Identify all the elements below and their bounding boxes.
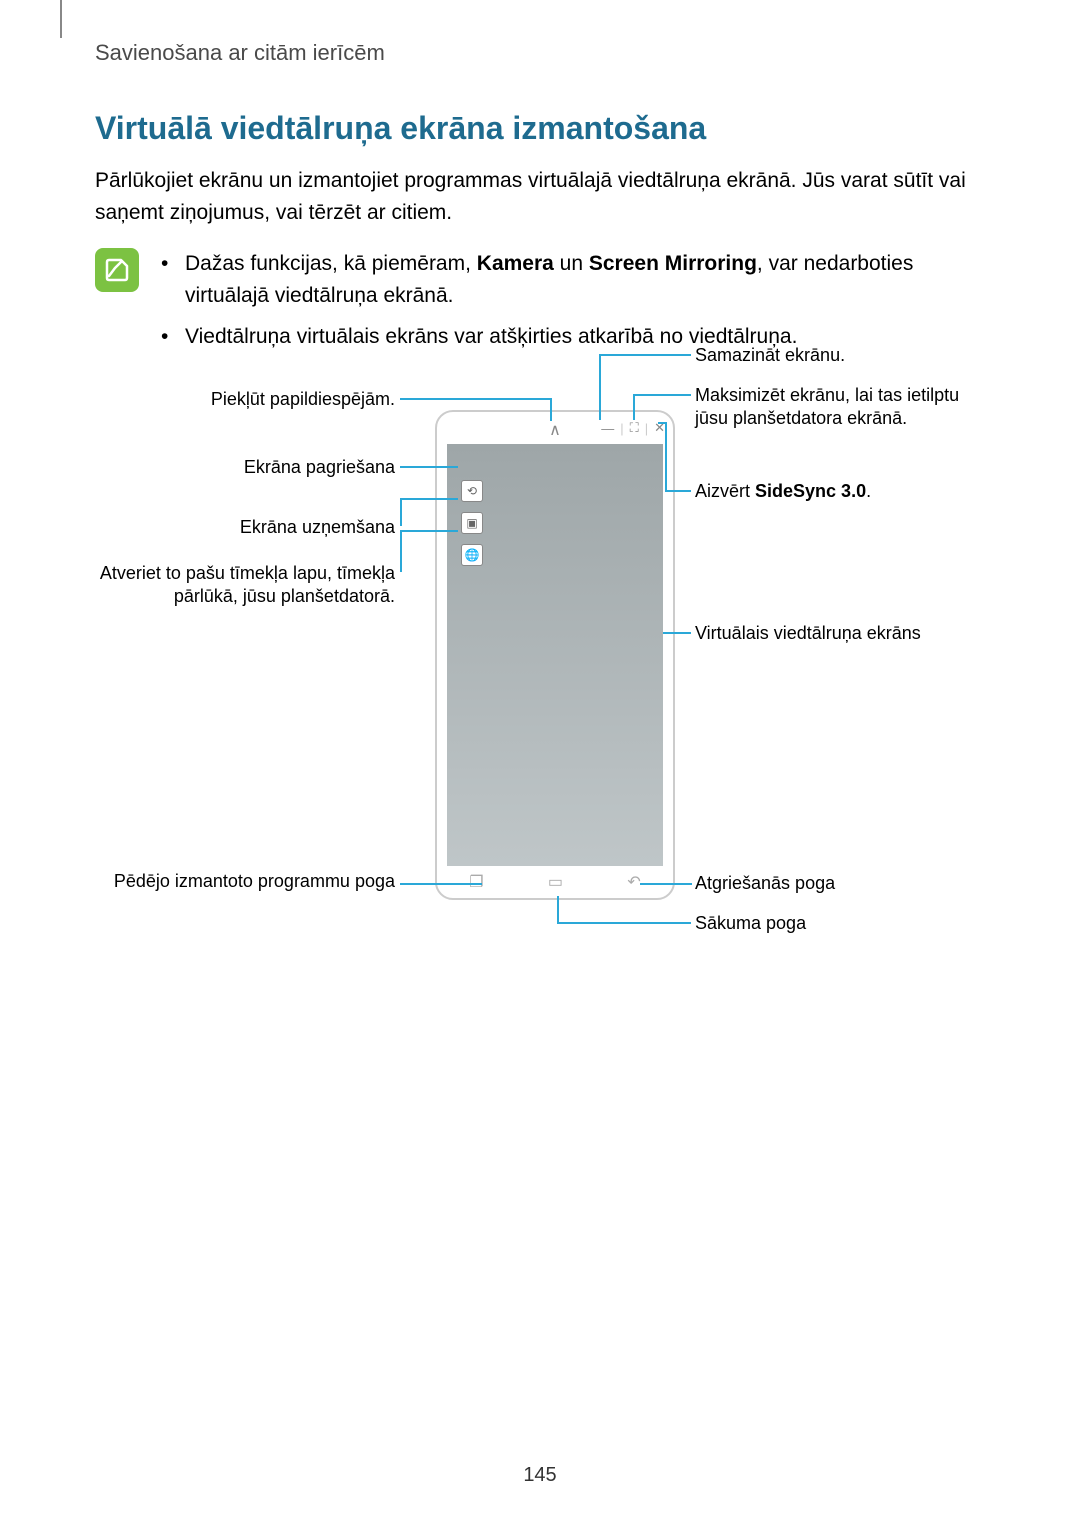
lead-line [400, 530, 458, 532]
lead-line [557, 922, 691, 924]
callout-rotate: Ekrāna pagriešana [95, 456, 395, 479]
lead-line [400, 530, 402, 572]
callout-access-options: Piekļūt papildiespējām. [95, 388, 395, 411]
capture-icon: ▣ [461, 512, 483, 534]
separator: | [620, 421, 623, 436]
lead-line [658, 422, 665, 424]
callout-capture: Ekrāna uzņemšana [95, 516, 395, 539]
phone-nav-bar: ❐ ▭ ↶ [437, 866, 673, 898]
lead-line [633, 394, 635, 420]
browser-icon: 🌐 [461, 544, 483, 566]
callout-home-button: Sākuma poga [695, 912, 995, 935]
lead-line [665, 490, 691, 492]
main-content: Virtuālā viedtālruņa ekrāna izmantošana … [95, 110, 985, 363]
note-item: • Dažas funkcijas, kā piemēram, Kamera u… [161, 248, 985, 311]
recent-apps-icon: ❐ [469, 872, 483, 892]
virtual-phone: ∧ — | ⛶ | ✕ ⟲ ▣ 🌐 ❐ ▭ ↶ [435, 410, 675, 900]
callout-close: Aizvērt SideSync 3.0. [695, 480, 995, 503]
separator: | [645, 421, 648, 436]
lead-line [550, 398, 552, 421]
home-icon: ▭ [548, 872, 563, 892]
rotate-icon: ⟲ [461, 480, 483, 502]
lead-line [640, 883, 692, 885]
note-icon [95, 248, 139, 292]
callout-back-button: Atgriešanās poga [695, 872, 995, 895]
bullet-icon: • [161, 248, 185, 311]
chevron-up-icon: ∧ [549, 420, 561, 440]
lead-line [400, 398, 550, 400]
maximize-icon: ⛶ [630, 420, 639, 436]
back-icon: ↶ [627, 872, 640, 892]
lead-line [400, 498, 402, 526]
page-number: 145 [0, 1464, 1080, 1487]
intro-paragraph: Pārlūkojiet ekrānu un izmantojiet progra… [95, 165, 985, 228]
callout-webpage: Atveriet to pašu tīmekļa lapu, tīmekļa p… [95, 562, 395, 609]
note-text: Dažas funkcijas, kā piemēram, Kamera un … [185, 248, 985, 311]
lead-line [599, 354, 601, 420]
diagram: ∧ — | ⛶ | ✕ ⟲ ▣ 🌐 ❐ ▭ ↶ Piekļūt papildie… [95, 340, 985, 990]
page-title: Virtuālā viedtālruņa ekrāna izmantošana [95, 110, 985, 147]
callout-maximize: Maksimizēt ekrānu, lai tas ietilptu jūsu… [695, 384, 995, 431]
lead-line [400, 466, 458, 468]
lead-line [557, 896, 559, 922]
lead-line [663, 632, 691, 634]
lead-line [633, 394, 691, 396]
lead-line [400, 498, 458, 500]
lead-line [400, 883, 482, 885]
lead-line [599, 354, 691, 356]
side-toolbar: ⟲ ▣ 🌐 [461, 480, 483, 566]
lead-line [665, 422, 667, 490]
minimize-icon: — [601, 421, 614, 436]
page-corner-mark [60, 0, 62, 38]
callout-recent-apps: Pēdējo izmantoto programmu poga [95, 870, 395, 893]
section-header: Savienošana ar citām ierīcēm [95, 40, 385, 66]
phone-screen: ⟲ ▣ 🌐 [447, 444, 663, 866]
callout-virtual-screen: Virtuālais viedtālruņa ekrāns [695, 622, 995, 645]
callout-minimize: Samazināt ekrānu. [695, 344, 995, 367]
